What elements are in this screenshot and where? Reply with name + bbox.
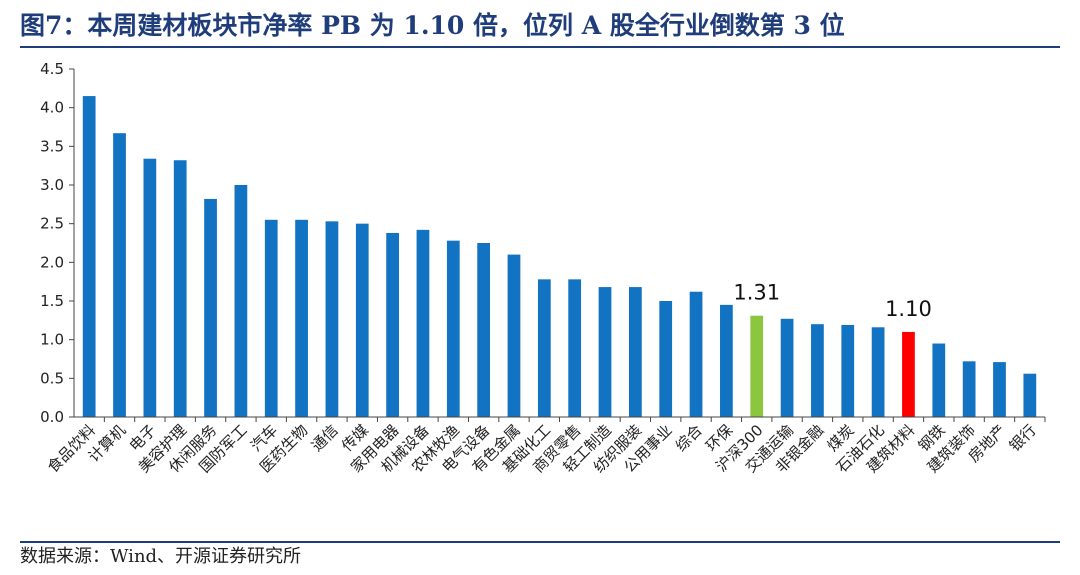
bar-石油石化 [871,327,885,417]
bar-建筑材料 [902,331,915,417]
y-tick-label: 4.5 [40,60,64,78]
x-tick-label: 通信 [308,421,342,455]
bars [82,96,1037,418]
bar-公用事业 [659,301,673,417]
bar-家用电器 [386,232,399,417]
x-tick-label: 综合 [672,421,706,455]
bar-美容护理 [173,160,187,417]
bar-食品饮料 [82,96,96,418]
bar-汽车 [264,219,278,417]
bar-计算机 [113,133,126,417]
bar-医药生物 [295,219,308,417]
bar-电气设备 [477,243,491,417]
bar-煤炭 [841,324,855,417]
bar-沪深300 [750,315,764,417]
y-tick-label: 2.0 [40,253,64,271]
x-tick-label: 银行 [1006,421,1040,455]
bar-钢铁 [932,343,946,417]
y-tick-label: 0.0 [40,408,64,426]
bar-通信 [325,221,339,417]
bar-国防军工 [234,185,248,417]
bar-商贸零售 [568,279,582,417]
y-tick-label: 0.5 [40,369,64,387]
bar-chart: 0.0 0.5 1.0 1.5 2.0 2.5 3.0 3.5 4.0 4.5 食品饮料计算机电子… [40,60,1046,476]
bar-纺织服装 [628,287,642,417]
bar-农林牧渔 [446,240,460,417]
bar-电子 [143,158,157,417]
source-rule [20,541,1060,543]
bar-环保 [720,304,733,417]
y-axis: 0.0 0.5 1.0 1.5 2.0 2.5 3.0 3.5 4.0 4.5 [40,60,75,426]
bar-传媒 [355,223,369,417]
bar-机械设备 [416,229,430,417]
bar-休闲服务 [204,198,217,417]
data-label-沪深300: 1.31 [733,281,780,305]
bar-建筑装饰 [962,361,976,417]
bar-非银金融 [811,324,824,417]
annotations: 1.31 1.10 [733,281,931,321]
source-note: 数据来源：Wind、开源证券研究所 [20,546,302,567]
bar-银行 [1023,373,1037,417]
y-tick-label: 1.0 [40,331,64,349]
data-label-建筑材料: 1.10 [885,297,932,321]
y-tick-label: 4.0 [40,99,64,117]
bar-有色金属 [507,254,521,417]
chart-title: 图7：本周建材板块市净率 PB 为 1.10 倍，位列 A 股全行业倒数第 3 … [20,11,845,40]
bar-房地产 [993,362,1006,417]
y-tick-label: 3.5 [40,137,64,155]
y-tick-label: 2.5 [40,215,64,233]
title-rule [20,46,1060,48]
bar-基础化工 [537,279,551,417]
y-tick-label: 3.0 [40,176,64,194]
bar-交通运输 [780,318,794,417]
bar-综合 [689,291,703,417]
x-axis: 食品饮料计算机电子美容护理休闲服务国防军工汽车医药生物通信传媒家用电器机械设备农… [44,416,1046,476]
y-tick-label: 1.5 [40,292,64,310]
bar-轻工制造 [598,287,612,417]
